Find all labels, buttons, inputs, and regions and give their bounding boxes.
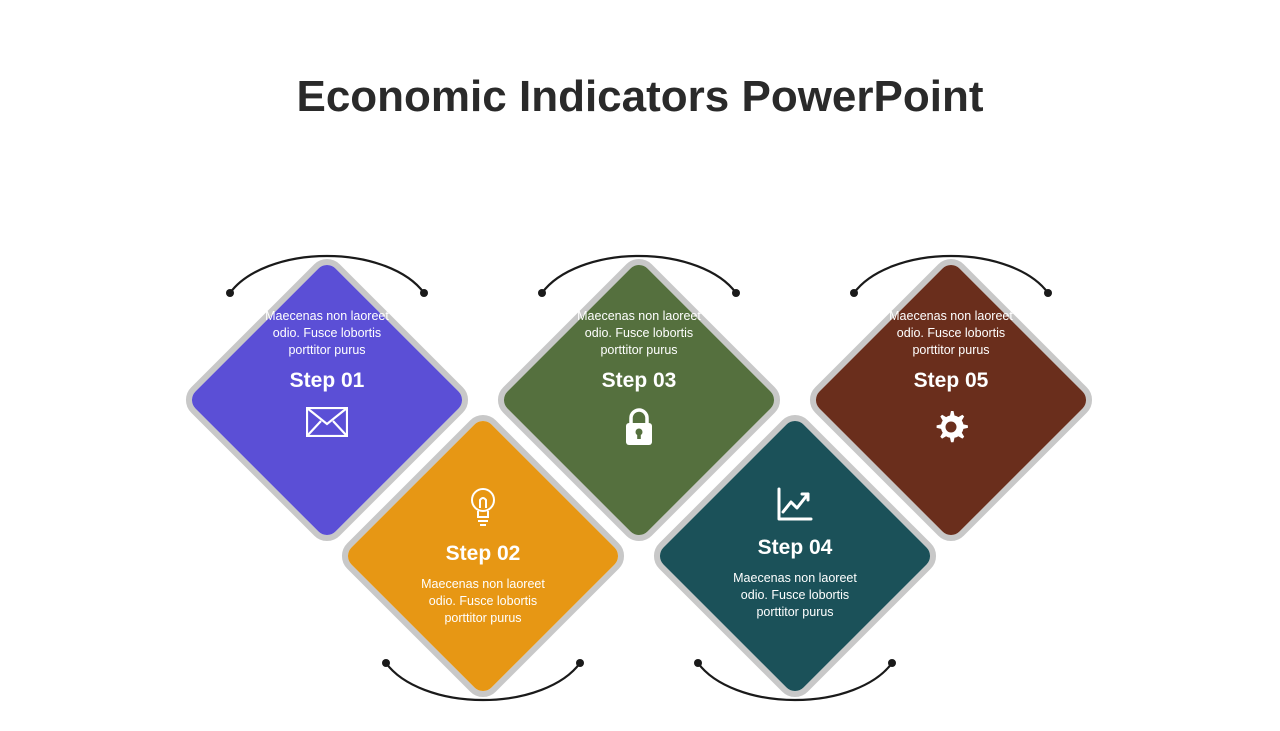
- step-desc: Maecenas non laoreet odio. Fusce loborti…: [690, 570, 900, 621]
- step-content-1: Maecenas non laoreet odio. Fusce loborti…: [222, 308, 432, 437]
- gear-icon: [846, 407, 1056, 447]
- step-label: Step 05: [846, 369, 1056, 393]
- step-desc: Maecenas non laoreet odio. Fusce loborti…: [846, 308, 1056, 359]
- step-label: Step 04: [690, 536, 900, 560]
- envelope-icon: [222, 407, 432, 437]
- step-content-5: Maecenas non laoreet odio. Fusce loborti…: [846, 308, 1056, 447]
- step-label: Step 02: [378, 542, 588, 566]
- chart-icon: [690, 486, 900, 522]
- step-label: Step 03: [534, 369, 744, 393]
- step-content-4: Step 04 Maecenas non laoreet odio. Fusce …: [690, 486, 900, 621]
- lock-icon: [534, 407, 744, 447]
- step-desc: Maecenas non laoreet odio. Fusce loborti…: [534, 308, 744, 359]
- step-desc: Maecenas non laoreet odio. Fusce loborti…: [378, 576, 588, 627]
- step-desc: Maecenas non laoreet odio. Fusce loborti…: [222, 308, 432, 359]
- step-content-3: Maecenas non laoreet odio. Fusce loborti…: [534, 308, 744, 447]
- step-content-2: Step 02 Maecenas non laoreet odio. Fusce …: [378, 486, 588, 627]
- step-label: Step 01: [222, 369, 432, 393]
- bulb-icon: [378, 486, 588, 528]
- infographic-canvas: Maecenas non laoreet odio. Fusce loborti…: [0, 0, 1280, 720]
